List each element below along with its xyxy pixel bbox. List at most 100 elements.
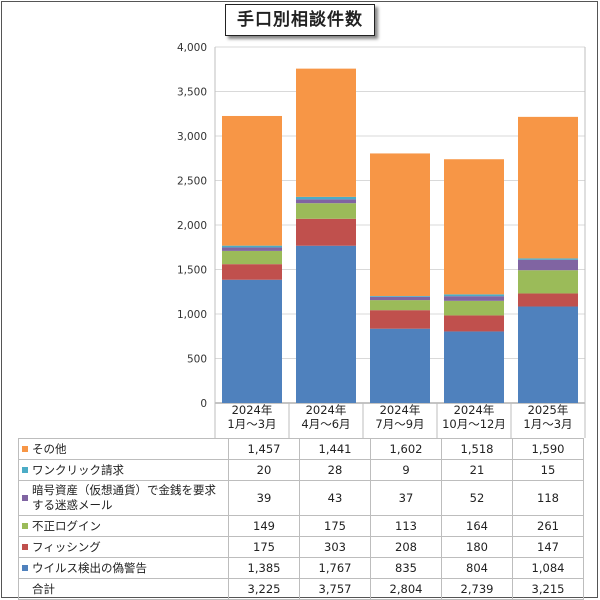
bar-segment <box>296 68 356 197</box>
legend-swatch <box>22 446 28 452</box>
data-label: 804 <box>441 557 513 579</box>
data-label: 175 <box>228 536 300 558</box>
table-row: 暗号資産（仮想通貨）で金銭を要求 する迷惑メール 39 43 37 52 118 <box>18 480 584 516</box>
data-label: 208 <box>370 536 442 558</box>
data-label: 1,518 <box>441 438 513 460</box>
data-label: 1,441 <box>299 438 371 460</box>
x-tick-label: 2024年 4月～6月 <box>301 403 351 431</box>
legend-entry: ワンクリック請求 <box>18 459 229 481</box>
bar-segment <box>518 259 578 271</box>
bar-segment <box>444 300 504 316</box>
bar-segment <box>370 310 430 329</box>
data-label: 37 <box>370 480 442 516</box>
total-value: 3,215 <box>512 578 584 600</box>
bar-segment <box>370 328 430 403</box>
legend-entry: 暗号資産（仮想通貨）で金銭を要求 する迷惑メール <box>18 480 239 516</box>
y-tick-label: 3,000 <box>177 131 207 143</box>
bar-segment <box>370 153 430 297</box>
y-tick-label: 4,000 <box>177 42 207 54</box>
data-label: 1,385 <box>228 557 300 579</box>
legend-label: ワンクリック請求 <box>32 462 124 477</box>
legend-entry: その他 <box>18 438 229 460</box>
bar-segment <box>518 306 578 403</box>
legend-entry: フィッシング <box>18 536 229 558</box>
bar-segment <box>296 245 356 403</box>
data-label: 1,767 <box>299 557 371 579</box>
x-tick-label: 2024年 10月～12月 <box>442 403 506 431</box>
table-row: ウイルス検出の偽警告 1,385 1,767 835 804 1,084 <box>18 557 584 579</box>
bar-segment <box>222 250 282 265</box>
bar-segment <box>518 116 578 259</box>
data-label: 1,457 <box>228 438 300 460</box>
x-tick-label: 2024年 7月～9月 <box>375 403 425 431</box>
bar-segment <box>444 331 504 403</box>
table-row: ワンクリック請求 20 28 9 21 15 <box>18 459 584 481</box>
y-tick-label: 2,500 <box>177 176 207 188</box>
y-tick-label: 2,000 <box>177 220 207 232</box>
data-label: 39 <box>228 480 300 516</box>
table-row: その他 1,457 1,441 1,602 1,518 1,590 <box>18 438 584 460</box>
legend-label: 不正ログイン <box>32 518 101 533</box>
total-value: 3,757 <box>299 578 371 600</box>
data-label: 1,590 <box>512 438 584 460</box>
bar-segment <box>296 203 356 219</box>
legend-swatch <box>22 467 28 473</box>
legend-swatch <box>22 495 28 501</box>
y-tick-label: 3,500 <box>177 87 207 99</box>
data-label: 175 <box>299 515 371 537</box>
bar-segment <box>222 264 282 280</box>
bar-segment <box>444 294 504 297</box>
data-label: 9 <box>370 459 442 481</box>
y-tick-label: 1,000 <box>177 309 207 321</box>
bar-segment <box>222 247 282 251</box>
data-label: 118 <box>512 480 584 516</box>
x-tick-label: 2024年 1月～3月 <box>227 403 277 431</box>
table-row-total: 合計 3,225 3,757 2,804 2,739 3,215 <box>18 578 584 600</box>
table-row: 不正ログイン 149 175 113 164 261 <box>18 515 584 537</box>
data-label: 113 <box>370 515 442 537</box>
data-label: 303 <box>299 536 371 558</box>
data-label: 20 <box>228 459 300 481</box>
data-label: 1,602 <box>370 438 442 460</box>
table-row: フィッシング 175 303 208 180 147 <box>18 536 584 558</box>
bar-segment <box>444 159 504 295</box>
y-tick-label: 500 <box>187 354 207 366</box>
legend-entry: 不正ログイン <box>18 515 229 537</box>
x-tick-label: 2025年 1月～3月 <box>523 403 573 431</box>
total-value: 2,739 <box>441 578 513 600</box>
bar-segment <box>222 245 282 248</box>
bar-segment <box>222 279 282 403</box>
data-label: 147 <box>512 536 584 558</box>
data-table: その他 1,457 1,441 1,602 1,518 1,590 ワンクリック請求 20 28… <box>18 438 584 600</box>
y-tick-label: 1,500 <box>177 265 207 277</box>
legend-swatch <box>22 565 28 571</box>
bar-segment <box>518 293 578 307</box>
bar-segment <box>444 296 504 301</box>
bar-segment <box>444 315 504 332</box>
legend-swatch <box>22 544 28 550</box>
data-label: 1,084 <box>512 557 584 579</box>
legend-swatch <box>22 523 28 529</box>
legend-entry: ウイルス検出の偽警告 <box>18 557 229 579</box>
total-label: 合計 <box>18 578 229 600</box>
legend-label: ウイルス検出の偽警告 <box>32 560 147 575</box>
bar-segment <box>370 296 430 297</box>
bar-segment <box>518 270 578 294</box>
bar-segment <box>296 196 356 200</box>
data-label: 21 <box>441 459 513 481</box>
bar-segment <box>222 115 282 246</box>
bar-segment <box>296 218 356 246</box>
data-label: 164 <box>441 515 513 537</box>
data-label: 149 <box>228 515 300 537</box>
data-label: 43 <box>299 480 371 516</box>
data-label: 28 <box>299 459 371 481</box>
data-label: 835 <box>370 557 442 579</box>
bar-segment <box>296 199 356 204</box>
data-label: 180 <box>441 536 513 558</box>
total-value: 3,225 <box>228 578 300 600</box>
data-label: 52 <box>441 480 513 516</box>
bar-segment <box>370 300 430 311</box>
bar-segment <box>370 296 430 301</box>
legend-label: フィッシング <box>32 539 101 554</box>
